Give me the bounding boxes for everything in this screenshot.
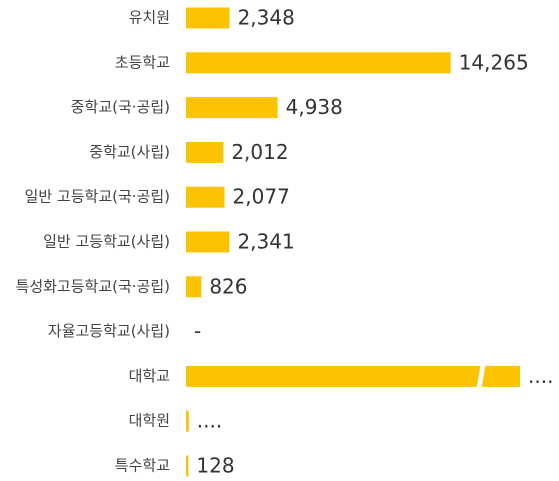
category-label: 특수학교 [115, 457, 170, 475]
value-label: 2,012 [231, 140, 288, 164]
bar [186, 141, 224, 163]
axis-break [476, 364, 486, 388]
bar [186, 365, 520, 387]
category-label: 자율고등학교(사립) [48, 322, 170, 340]
category-label: 유치원 [129, 9, 170, 27]
bar [186, 276, 202, 298]
bar [186, 455, 189, 477]
value-label: 4,938 [286, 95, 343, 119]
category-label: 특성화고등학교(국·공립) [16, 277, 170, 295]
bar [186, 97, 278, 119]
category-label: 일반 고등학교(국·공립) [25, 188, 170, 206]
category-label: 중학교(국·공립) [71, 98, 170, 116]
bar [186, 186, 225, 208]
bar [186, 52, 451, 74]
category-label: 대학교 [129, 367, 170, 385]
bar [186, 410, 189, 432]
value-label: 14,265 [459, 50, 529, 74]
value-label: - [194, 319, 201, 343]
category-label: 초등학교 [115, 53, 170, 71]
category-label: 일반 고등학교(사립) [43, 233, 170, 251]
value-label: 2,341 [237, 230, 294, 254]
value-label: 128 [196, 454, 234, 478]
bar [186, 231, 230, 253]
value-label: .... [197, 409, 222, 433]
bar [186, 7, 230, 29]
category-label: 중학교(사립) [89, 143, 170, 161]
value-label: .... [528, 364, 553, 388]
value-label: 2,077 [233, 185, 290, 209]
value-label: 2,348 [238, 6, 295, 30]
category-label: 대학원 [129, 412, 170, 430]
value-label: 826 [209, 274, 247, 298]
